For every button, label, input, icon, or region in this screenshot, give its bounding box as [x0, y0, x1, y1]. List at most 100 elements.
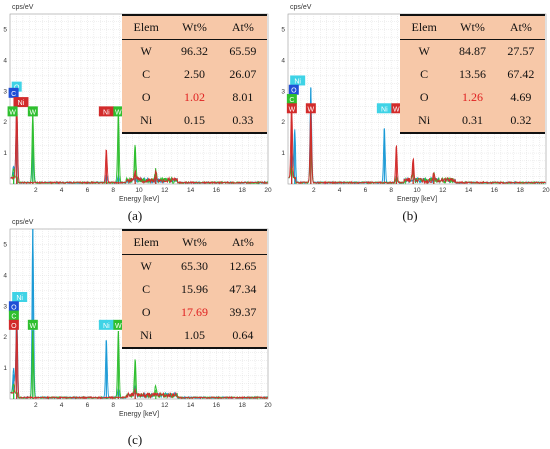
element-tag-bg — [8, 301, 19, 312]
table-cell: 27.57 — [507, 44, 535, 58]
x-tick-label: 8 — [111, 187, 115, 194]
x-tick-label: 8 — [389, 187, 393, 194]
spectrum-panel-b: cps/eV 1 2 3 4 5 2 4 6 8 10 12 14 16 18 20 Energy [keV] N… — [278, 0, 550, 223]
y-tick-label: 2 — [3, 334, 7, 341]
x-tick-label: 6 — [86, 402, 90, 409]
spectrum-panel-c: cps/eV 1 2 3 4 5 2 4 6 8 10 12 14 16 18 20 Energy [keV] N… — [0, 215, 272, 447]
table-header-row: Elem Wt% At% — [122, 16, 267, 40]
table-cell: 0.31 — [461, 113, 483, 127]
table-header-cell: Wt% — [460, 20, 485, 34]
element-tag-text: W — [30, 323, 37, 330]
spectrum-line — [10, 322, 269, 400]
x-tick-label: 18 — [239, 187, 247, 194]
composition-table-a: Elem Wt% At% W 96.32 65.59 C 2.50 26.07 O 1.02 8.01… — [122, 14, 267, 134]
y-tick-label: 1 — [3, 365, 7, 372]
table-cell: 67.42 — [507, 67, 535, 81]
x-tick-label: 12 — [161, 402, 169, 409]
table-cell: 17.69 — [180, 305, 208, 319]
element-tag-text: Ni — [381, 106, 388, 113]
y-tick-label: 5 — [3, 26, 7, 33]
element-tag-text: O — [11, 323, 17, 330]
table-cell: O — [419, 90, 429, 104]
y-tick-label: 3 — [281, 88, 285, 95]
table-header-cell: At% — [231, 235, 254, 249]
table-header-row: Elem Wt% At% — [122, 231, 267, 255]
table-cell: 65.59 — [229, 44, 257, 58]
element-tag-text: W — [30, 109, 37, 116]
x-tick-label: 4 — [338, 187, 342, 194]
element-tag-bg — [8, 319, 19, 330]
element-tag-text: W — [115, 109, 122, 116]
table-header-cell: At% — [231, 20, 254, 34]
table-cell: 84.87 — [458, 44, 486, 58]
table-cell: C — [142, 67, 151, 81]
table-row: O 1.02 8.01 — [122, 86, 267, 109]
element-marker-tag: W — [7, 106, 18, 117]
composition-table-c: Elem Wt% At% W 65.30 12.65 C 15.96 47.34 O 17.69 39… — [122, 229, 267, 349]
table-cell: 8.01 — [232, 90, 254, 104]
element-tag-bg — [305, 103, 316, 114]
table-cell: 4.69 — [510, 90, 532, 104]
element-tag-bg — [12, 292, 28, 302]
element-marker-tag: W — [27, 319, 38, 330]
x-tick-label: 4 — [60, 187, 64, 194]
element-tag-bg — [7, 106, 18, 117]
element-tag-text: Ni — [103, 109, 110, 116]
table-cell: Ni — [140, 328, 153, 342]
element-marker-tag: Ni — [376, 103, 392, 114]
x-axis-title: Energy [keV] — [119, 411, 159, 418]
element-tag-bg — [286, 94, 297, 104]
element-marker-tag: Ni — [12, 292, 28, 302]
table-row: Ni 0.15 0.33 — [122, 109, 267, 132]
element-marker-tag: Ni — [13, 97, 29, 108]
x-tick-label: 18 — [517, 187, 525, 194]
table-row: Ni 1.05 0.64 — [122, 324, 267, 347]
element-marker-tag: C — [8, 87, 19, 98]
element-marker-tag: Ni — [290, 75, 306, 86]
x-tick-label: 14 — [465, 187, 473, 194]
table-row: Ni 0.31 0.32 — [400, 109, 545, 132]
table-header-cell: Elem — [133, 235, 159, 249]
table-cell: 0.32 — [510, 113, 532, 127]
y-tick-label: 5 — [3, 241, 7, 248]
element-tag-text: C — [11, 314, 16, 321]
table-row: W 65.30 12.65 — [122, 255, 267, 278]
table-cell: 15.96 — [180, 282, 208, 296]
y-axis-label: cps/eV — [12, 4, 34, 11]
element-marker-tag: W — [391, 103, 402, 114]
element-marker-tag: Ni — [98, 319, 114, 330]
table-row: C 2.50 26.07 — [122, 63, 267, 86]
element-tag-text: O — [291, 88, 297, 95]
x-tick-label: 16 — [491, 187, 499, 194]
element-tag-bg — [11, 81, 22, 92]
element-tag-bg — [98, 106, 114, 117]
x-tick-label: 10 — [413, 187, 421, 194]
table-cell: 65.30 — [180, 259, 208, 273]
element-tag-bg — [8, 87, 19, 98]
table-row: C 15.96 47.34 — [122, 278, 267, 301]
table-header-cell: Elem — [411, 20, 437, 34]
x-tick-label: 20 — [264, 187, 272, 194]
table-cell: 0.33 — [232, 113, 254, 127]
element-tag-bg — [113, 106, 124, 117]
table-cell: 47.34 — [229, 282, 257, 296]
element-marker-tag: W — [27, 106, 38, 117]
table-cell: 0.15 — [183, 113, 205, 127]
x-tick-label: 2 — [312, 187, 316, 194]
table-header-cell: Elem — [133, 20, 159, 34]
x-tick-label: 4 — [60, 402, 64, 409]
y-tick-label: 2 — [281, 119, 285, 126]
table-cell: 1.05 — [183, 328, 205, 342]
table-cell: 12.65 — [229, 259, 257, 273]
table-header-cell: Wt% — [182, 20, 207, 34]
element-tag-text: C — [289, 97, 294, 104]
y-tick-label: 5 — [281, 26, 285, 33]
table-row: O 1.26 4.69 — [400, 86, 545, 109]
element-marker-tag: W — [305, 103, 316, 114]
element-tag-text: W — [115, 323, 122, 330]
x-tick-label: 6 — [86, 187, 90, 194]
element-tag-text: W — [308, 106, 315, 113]
table-cell: W — [140, 44, 152, 58]
element-tag-text: W — [9, 109, 16, 116]
